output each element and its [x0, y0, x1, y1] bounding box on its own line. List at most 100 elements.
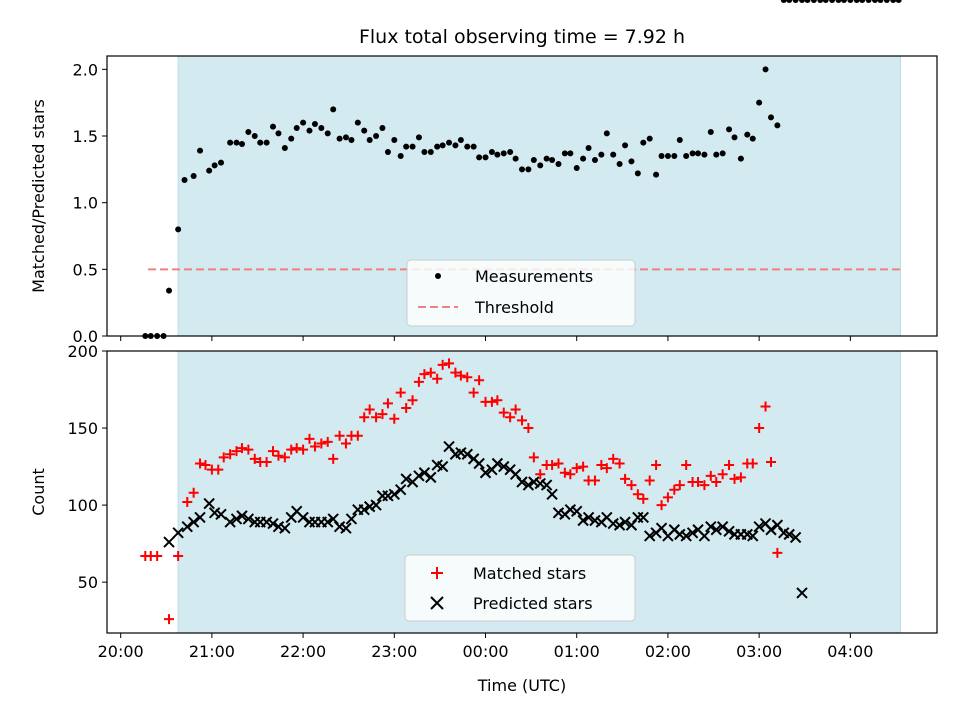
matched-star-marker [249, 453, 260, 464]
matched-star-marker [474, 375, 485, 386]
measurement-point [883, 0, 890, 3]
matched-star-marker [523, 423, 534, 434]
measurement-point [591, 157, 598, 163]
measurement-point [610, 151, 617, 158]
matched-star-marker [164, 614, 175, 625]
legend-measurements-label: Measurements [475, 267, 593, 286]
measurement-point [713, 151, 720, 158]
x-tick-label: 21:00 [189, 642, 235, 661]
y-tick-label: 150 [67, 419, 98, 438]
predicted-star-marker [765, 524, 777, 536]
matched-star-marker [674, 480, 685, 491]
measurement-point [391, 137, 398, 143]
matched-star-marker [437, 359, 448, 370]
measurement-point [403, 143, 410, 150]
matched-star-marker [173, 550, 184, 561]
matched-star-marker [243, 444, 254, 455]
measurement-point [238, 141, 245, 147]
matched-star-marker [462, 372, 473, 383]
predicted-star-marker [370, 499, 382, 511]
matched-star-marker [352, 430, 363, 441]
chart-title: Flux total observing time = 7.92 h [359, 26, 685, 48]
measurement-point [206, 167, 213, 174]
predicted-star-marker [230, 513, 243, 525]
matched-star-marker [669, 484, 680, 495]
x-tick-label: 23:00 [371, 642, 417, 661]
matched-star-marker [699, 480, 710, 491]
measurement-point [877, 0, 884, 3]
measurement-point [270, 123, 276, 130]
measurement-point [147, 333, 154, 339]
measurement-point [434, 143, 441, 150]
bottom-panel: 50 100 150 200 20:00 21:00 22:00 23:00 00:00 01:0… [29, 342, 938, 695]
predicted-star-marker [340, 522, 352, 534]
measurement-point [336, 135, 343, 142]
measurement-point [822, 0, 829, 3]
matched-star-marker [571, 463, 582, 474]
matched-star-marker [717, 469, 728, 480]
measurement-point [676, 137, 683, 143]
predicted-star-marker [643, 530, 656, 542]
matched-star-marker [425, 367, 436, 378]
measurement-point [281, 145, 288, 151]
y-tick-label: 0.5 [73, 260, 98, 279]
measurement-point [890, 0, 897, 3]
axes-frame [106, 55, 938, 337]
predicted-star-marker [753, 520, 765, 533]
measurement-point [288, 135, 295, 142]
predicted-star-marker [516, 476, 528, 488]
measurement-point [218, 159, 225, 166]
measurement-point [689, 150, 696, 157]
matched-star-marker [200, 460, 211, 471]
measurement-point [519, 166, 525, 173]
measurement-point [530, 157, 537, 163]
matched-star-marker [218, 452, 229, 463]
predicted-star-marker [710, 524, 722, 536]
measurement-point [859, 0, 866, 3]
matched-star-marker [468, 387, 479, 398]
measurement-point [810, 0, 817, 3]
predicted-star-marker [358, 504, 370, 516]
measurement-point [227, 139, 234, 146]
matched-star-marker [261, 456, 272, 467]
predicted-star-marker [194, 511, 206, 524]
measurement-point [263, 139, 270, 146]
measurement-point [737, 155, 744, 162]
predicted-star-marker [783, 528, 795, 541]
matched-star-marker [286, 444, 297, 455]
matched-star-marker [729, 473, 740, 484]
measurement-point [549, 157, 556, 163]
predicted-star-marker [181, 520, 193, 533]
measurement-point [561, 150, 568, 157]
predicted-star-marker [418, 467, 431, 479]
matched-star-marker [772, 547, 783, 558]
measurement-point [756, 99, 763, 106]
matched-star-marker [382, 398, 393, 409]
matched-star-marker [693, 476, 704, 487]
matched-star-marker [273, 450, 284, 461]
top-panel: 0.0 0.5 1.0 1.5 2.0 Matched/Predicted stars Me… [29, 0, 938, 346]
matched-star-marker [528, 452, 539, 463]
predicted-star-marker [491, 457, 504, 470]
predicted-star-marker [187, 516, 200, 528]
measurement-point [573, 165, 580, 171]
predicted-star-marker [619, 516, 631, 528]
measurement-point [744, 131, 751, 138]
predicted-star-marker [498, 460, 510, 473]
measurement-point [361, 127, 368, 134]
matched-star-marker [510, 404, 521, 415]
measurement-point [640, 139, 647, 146]
measurement-point [275, 130, 282, 137]
predicted-star-marker [577, 514, 589, 527]
measurement-point [409, 143, 416, 150]
predicted-star-marker [203, 497, 215, 510]
measurement-point [780, 0, 787, 3]
measurement-point [427, 149, 434, 155]
matched-star-marker [340, 438, 351, 449]
measurement-point [707, 129, 714, 135]
matched-star-marker [401, 403, 412, 414]
matched-star-marker [498, 407, 509, 418]
legend-measurement-marker [435, 273, 441, 279]
measurement-point [197, 147, 204, 154]
